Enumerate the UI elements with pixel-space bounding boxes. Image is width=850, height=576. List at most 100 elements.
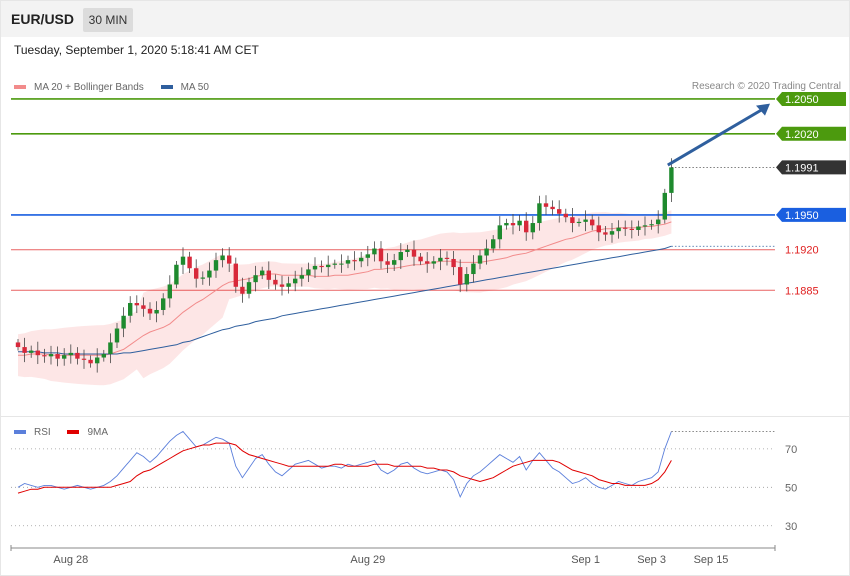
candle-body <box>75 352 80 359</box>
candle-body <box>266 270 271 280</box>
credit-text: Research © 2020 Trading Central <box>691 81 841 92</box>
candle-body <box>484 248 489 256</box>
candle-body <box>154 309 159 314</box>
candle-body <box>48 354 54 357</box>
candle-body <box>491 239 496 249</box>
level-tag-0-label: 1.2050 <box>785 94 819 106</box>
candle-body <box>458 267 463 285</box>
candle-body <box>365 254 370 258</box>
rsi-ma9-line <box>17 442 672 494</box>
ma20-swatch-icon <box>14 85 26 89</box>
candle-body <box>213 260 219 271</box>
candle-body <box>576 221 582 224</box>
candle-body <box>524 220 529 233</box>
candle-body <box>279 284 285 287</box>
bollinger-band <box>18 210 672 386</box>
candle-body <box>95 357 100 364</box>
candle-body <box>147 308 153 314</box>
rsi-tick-2: 30 <box>785 521 797 533</box>
rsi-legend: RSI 9MA <box>14 426 122 438</box>
candle-body <box>128 303 133 316</box>
candle-body <box>62 355 67 359</box>
candle-body <box>477 255 483 264</box>
candle-body <box>623 227 628 229</box>
x-tick-label-1: Aug 29 <box>350 554 385 566</box>
legend-item-rsi: RSI <box>14 427 51 438</box>
candle-body <box>471 263 476 275</box>
candle-body <box>246 282 252 294</box>
candle-body <box>438 257 443 262</box>
timeframe-button[interactable]: 30 MIN <box>83 8 133 32</box>
candle-body <box>510 223 516 226</box>
candle-body <box>451 258 456 268</box>
candle-body <box>530 223 535 233</box>
candle-body <box>378 248 384 262</box>
candle-body <box>81 358 87 360</box>
candle-body <box>656 219 661 225</box>
candle-body <box>299 275 304 279</box>
candle-body <box>570 217 575 224</box>
candle-body <box>662 192 667 220</box>
candle-body <box>134 303 139 306</box>
timestamp: Tuesday, September 1, 2020 5:18:41 AM CE… <box>14 43 259 57</box>
candle-body <box>233 263 238 287</box>
candle-body <box>629 228 634 230</box>
legend-item-ma50: MA 50 <box>160 82 209 93</box>
candle-body <box>359 257 364 262</box>
x-tick-label-3: Sep 3 <box>637 554 666 566</box>
level-label-3: 1.1920 <box>785 245 819 257</box>
x-tick-label-2: Sep 1 <box>571 554 600 566</box>
legend-item-9ma: 9MA <box>67 427 108 438</box>
ma50-swatch-icon <box>160 85 173 89</box>
candle-body <box>345 260 351 264</box>
candle-body <box>319 265 324 268</box>
candle-body <box>372 248 377 255</box>
candle-body <box>411 249 417 257</box>
candle-body <box>616 227 621 232</box>
level-tag-1: 1.2020 <box>776 126 846 141</box>
candle-body <box>596 225 601 233</box>
candle-body <box>42 355 47 357</box>
candle-body <box>537 203 542 224</box>
legend-label-9ma: 9MA <box>87 426 109 438</box>
ma20-line <box>18 221 672 356</box>
level-tag-1-label: 1.2020 <box>785 129 819 141</box>
candle-body <box>194 268 199 279</box>
current-price-tag-label: 1.1991 <box>785 162 819 174</box>
current-price-tag: 1.1991 <box>776 160 846 175</box>
forecast-arrow-shaft <box>667 108 763 167</box>
rsi-swatch-icon <box>14 430 26 434</box>
candle-body <box>517 220 522 226</box>
level-tag-2-label: 1.1950 <box>785 210 819 222</box>
panel-divider <box>1 416 849 417</box>
candle-body <box>431 261 436 264</box>
level-tag-0-shape <box>776 91 846 106</box>
candle-body <box>642 225 648 227</box>
candle-body <box>398 252 403 261</box>
candle-body <box>649 224 654 226</box>
candle-body <box>286 283 291 287</box>
candle-body <box>88 359 93 364</box>
legend-label-ma20: MA 20 + Bollinger Bands <box>34 81 144 93</box>
candle-body <box>15 342 21 348</box>
candle-body <box>260 270 265 276</box>
level-tag-2-shape <box>776 207 846 222</box>
candle-body <box>207 270 212 278</box>
level-tag-0: 1.2050 <box>776 91 846 106</box>
level-label-4: 1.1885 <box>785 285 819 297</box>
candle-body <box>180 256 186 265</box>
ma9-swatch-icon <box>67 430 80 434</box>
forecast-arrow-head <box>756 103 770 116</box>
candle-body <box>161 298 166 310</box>
x-tick-label-0: Aug 28 <box>53 554 88 566</box>
rsi-tick-0: 70 <box>785 444 797 456</box>
candle-body <box>141 305 146 309</box>
candles-group <box>15 158 674 373</box>
candle-body <box>114 328 120 343</box>
candle-body <box>550 206 555 210</box>
candle-body <box>543 203 549 207</box>
candle-body <box>385 261 390 265</box>
legend-label-rsi: RSI <box>34 426 51 438</box>
